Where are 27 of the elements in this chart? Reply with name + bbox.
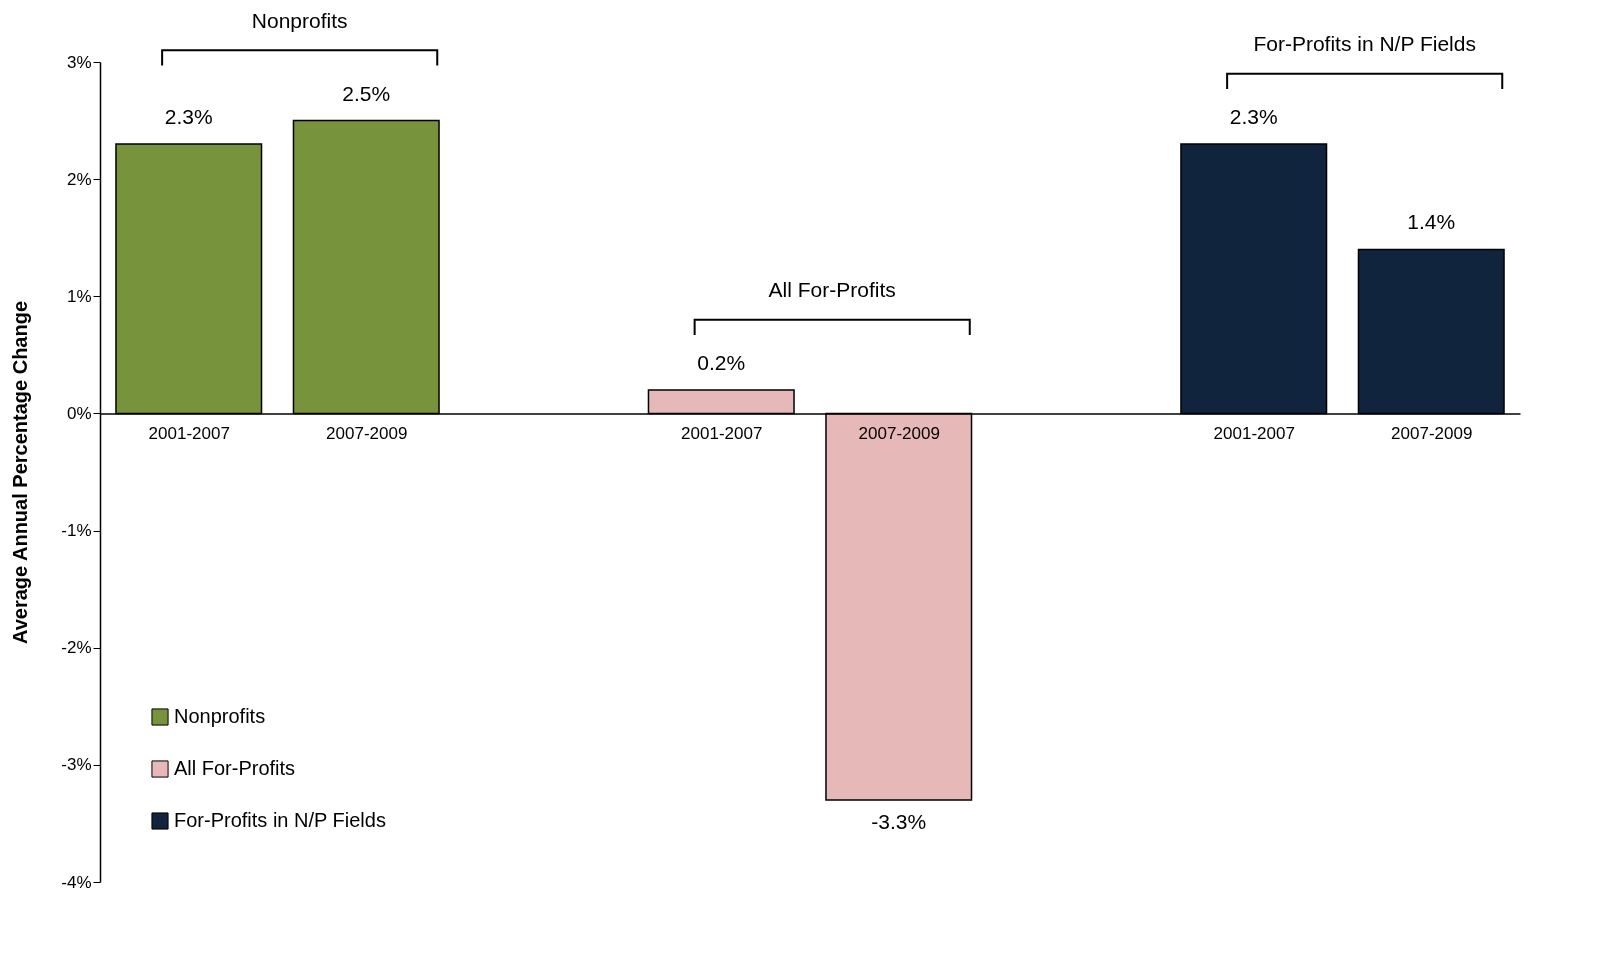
x-tick-label: 2001-2007	[148, 423, 230, 443]
y-tick-label: -4%	[61, 872, 92, 892]
y-tick-label: 3%	[66, 52, 92, 72]
legend-label: All For-Profits	[174, 757, 296, 779]
text: For-Profits in N/P Fields	[1253, 31, 1476, 55]
y-tick-label: 2%	[66, 169, 92, 189]
x-tick-label: 2001-2007	[1213, 423, 1295, 443]
x-tick-label: 2001-2007	[681, 423, 763, 443]
y-axis-title: Average Annual Percentage Change	[9, 300, 32, 645]
y-tick-label: 0%	[66, 403, 92, 423]
data-label: 2.5%	[342, 81, 391, 105]
x-tick-label: 2007-2009	[326, 423, 408, 443]
y-tick-label: -1%	[61, 521, 92, 541]
y-tick-label: 1%	[66, 286, 92, 306]
legend-label: For-Profits in N/P Fields	[174, 809, 386, 831]
y-tick-label: -3%	[61, 755, 92, 775]
legend-label: Nonprofits	[174, 705, 266, 727]
data-label: -3.3%	[871, 810, 927, 833]
x-tick-label: 2007-2009	[1391, 423, 1473, 443]
data-label: 2.3%	[164, 105, 213, 128]
x-tick-label: 2007-2009	[858, 423, 940, 443]
annotation: All For-Profits	[768, 277, 896, 301]
y-tick-label: -2%	[61, 638, 92, 658]
data-label: 1.4%	[1407, 210, 1456, 234]
text: Nonprofits	[251, 8, 348, 32]
data-label: 0.2%	[697, 351, 746, 374]
data-label: 2.3%	[1229, 105, 1278, 128]
